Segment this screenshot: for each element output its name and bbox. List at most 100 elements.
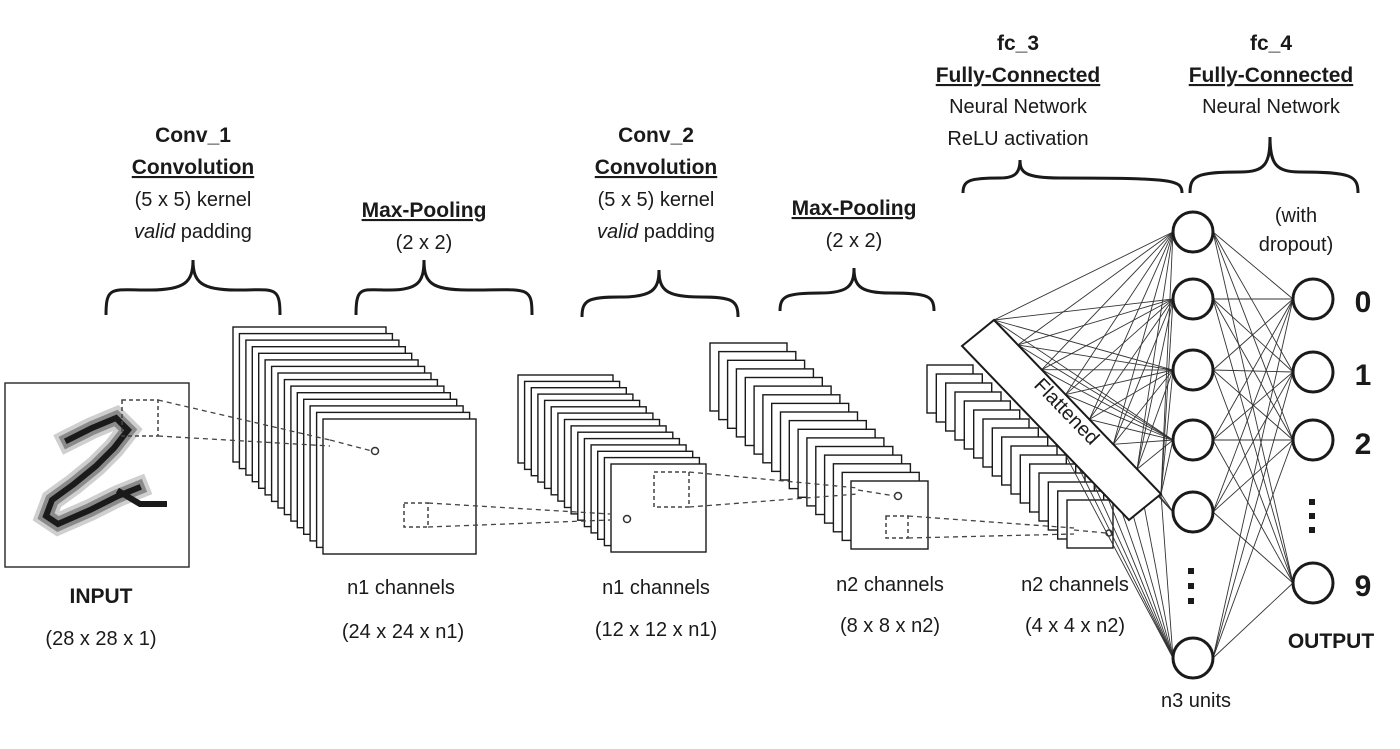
fc3-line1: Neural Network [949,96,1088,118]
connection-line [1212,298,1294,441]
connection-line [993,231,1174,321]
conv2-type: Convolution [595,156,717,179]
conv2-padding-rest: padding [638,221,715,243]
conv2-target-dot [893,491,903,501]
connection-line [1089,418,1174,441]
connection-line [1212,298,1294,513]
connection-line [1065,394,1174,441]
output-neuron [1291,350,1335,394]
dense-connections [993,231,1294,659]
connection-line [1212,231,1294,300]
pool1-kernel-window [653,471,690,508]
connection-line [1017,298,1174,346]
fc4-header: fc_4 Fully-Connected Neural Network [1189,32,1354,118]
connection-line [1112,231,1174,445]
connector-line [157,399,331,441]
conv1-padding-rest: padding [175,221,252,243]
fc4-name: fc_4 [1250,32,1292,55]
input-kernel-window [121,399,159,437]
output-label: OUTPUT [1288,630,1375,653]
connection-line [1112,369,1174,445]
connection-line [1112,298,1174,445]
output-neuron [1291,418,1335,462]
connection-line [1136,231,1174,470]
fc4-type: Fully-Connected [1189,64,1354,87]
connection-line [1212,298,1294,584]
connection-line [1212,439,1294,659]
pool2-dims: (4 x 4 x n2) [1025,615,1125,637]
input-label: INPUT [70,585,133,608]
connection-line [1160,231,1174,495]
conv1-padding: valid padding [134,221,252,243]
connector-line [907,533,1075,539]
connection-line [1065,231,1174,395]
pool1-size: (2 x 2) [396,232,453,254]
feature-map [1066,499,1114,549]
conv1-header: Conv_1 Convolution (5 x 5) kernel valid … [132,124,254,243]
conv2-channels: n2 channels [836,574,944,596]
feature-map [322,418,477,555]
connector-lines [157,399,1107,539]
connection-line [1136,298,1174,470]
output-neuron [1291,277,1335,321]
fc4-dropout-line1: (with [1275,205,1317,227]
pool2-type: Max-Pooling [792,197,917,220]
conv1-brace [104,259,282,316]
connection-line [993,319,1174,371]
pool2-brace [778,267,936,312]
digit-glyph [32,405,167,537]
fc3-header: fc_3 Fully-Connected Neural Network ReLU… [936,32,1101,150]
pool2-channels: n2 channels [1021,574,1129,596]
connection-line [1041,231,1174,371]
fc3-ellipsis-icon [1188,568,1194,604]
connection-line [1212,371,1294,659]
feature-map [850,480,929,550]
output-class-1: 1 [1355,359,1372,392]
connection-line [1065,298,1174,395]
connection-line [1160,493,1174,513]
fc3-name: fc_3 [997,32,1039,55]
pool1-dims: (12 x 12 x n1) [595,619,717,641]
conv2-name: Conv_2 [618,124,694,147]
pool1-header: Max-Pooling (2 x 2) [362,199,487,254]
connection-line [1136,439,1174,470]
connection-line [1160,439,1174,495]
pool1-type: Max-Pooling [362,199,487,222]
pool1-target-dot [622,514,632,524]
conv2-pool-window [885,515,909,539]
input-image [4,382,190,568]
output-class-9: 9 [1355,570,1372,603]
connection-line [1212,231,1294,584]
connection-line [1212,371,1294,513]
feature-map-stacks [232,326,1114,555]
pool2-header: Max-Pooling (2 x 2) [792,197,917,252]
connection-line [1017,344,1174,371]
kernel-windows [403,471,909,539]
fc3-neuron [1171,418,1215,462]
connection-line [1212,511,1294,584]
pool1-channels: n1 channels [602,577,710,599]
output-class-2: 2 [1355,428,1372,461]
conv1-channels: n1 channels [347,577,455,599]
fc3-neuron [1171,490,1215,534]
fc4-line1: Neural Network [1202,96,1341,118]
fc3-brace [961,159,1184,194]
pool2-size: (2 x 2) [826,230,883,252]
connection-line [1089,298,1174,420]
fc3-neuron [1171,210,1215,254]
connection-line [1212,582,1294,659]
connection-line [1041,369,1174,441]
output-neuron [1291,561,1335,605]
ellipsis-marks [1188,499,1315,604]
connection-line [1017,344,1174,441]
pool2-feature-maps [926,364,1114,549]
input-dims: (28 x 28 x 1) [45,628,156,650]
conv2-header: Conv_2 Convolution (5 x 5) kernel valid … [595,124,717,243]
conv1-kernel: (5 x 5) kernel [135,189,252,211]
pool1-feature-maps [517,374,707,553]
connection-line [1088,231,1174,420]
connector-line [688,471,859,489]
connection-line [993,298,1174,321]
connection-line [1212,439,1294,584]
